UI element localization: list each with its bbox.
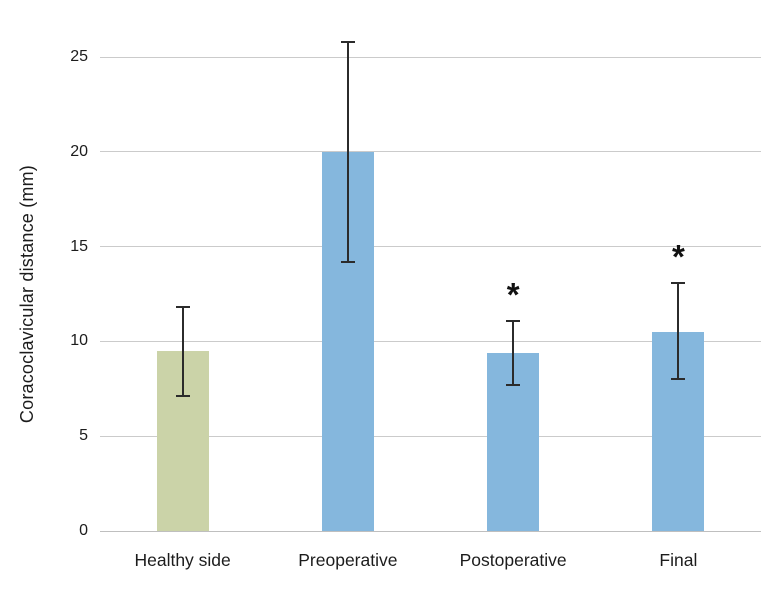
x-tick-label: Final (659, 550, 698, 570)
error-bar-cap-bottom (340, 260, 355, 263)
error-bar-cap-bottom (671, 378, 686, 381)
error-bar-cap-top (340, 40, 355, 43)
error-bar-line (181, 307, 184, 397)
error-bar-line (677, 282, 680, 380)
gridline (100, 56, 761, 58)
y-tick-label: 5 (79, 427, 88, 445)
gridline (100, 435, 761, 437)
x-tick-label: Healthy side (134, 550, 231, 570)
y-tick-label: 20 (70, 142, 88, 160)
gridline (100, 530, 761, 532)
significance-asterisk: * (506, 275, 520, 313)
gridline (100, 151, 761, 153)
significance-asterisk: * (671, 237, 685, 275)
error-bar-cap-top (506, 319, 521, 322)
error-bar-cap-bottom (506, 384, 521, 386)
error-bar-cap-top (671, 281, 686, 284)
y-tick-label: 0 (79, 522, 88, 539)
x-tick-label: Postoperative (459, 550, 567, 570)
error-bar-line (512, 320, 515, 385)
gridline (100, 340, 761, 342)
x-tick-label: Preoperative (298, 550, 398, 570)
gridline (100, 246, 761, 248)
error-bar-line (346, 41, 349, 262)
y-tick-label: 10 (70, 332, 88, 350)
y-tick-label: 25 (70, 48, 88, 65)
y-tick-label: 15 (70, 237, 88, 255)
error-bar-cap-bottom (175, 395, 190, 398)
error-bar-cap-top (175, 306, 190, 309)
